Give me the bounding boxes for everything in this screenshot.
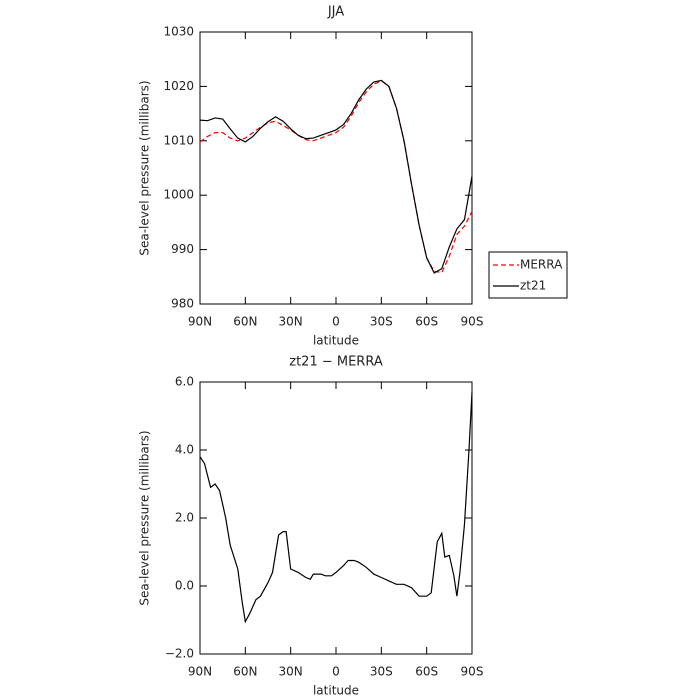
- legend-label: zt21: [520, 279, 546, 293]
- x-tick-label: 90N: [188, 315, 212, 329]
- y-tick-label: 1010: [163, 133, 194, 147]
- chart-title: JJA: [327, 5, 344, 20]
- legend-box: [488, 251, 568, 299]
- chart-title: zt21 − MERRA: [289, 355, 383, 370]
- data-line: [199, 392, 473, 624]
- y-tick-label: 2.0: [175, 511, 194, 525]
- x-tick-label: 0: [332, 665, 340, 679]
- x-tick-label: 60N: [233, 315, 257, 329]
- x-tick-label: 60S: [415, 665, 438, 679]
- x-tick-label: 30S: [370, 665, 393, 679]
- x-axis-label: latitude: [313, 334, 359, 348]
- x-tick-label: 0: [332, 315, 340, 329]
- y-tick-label: 980: [171, 297, 194, 311]
- y-tick-label: 0.0: [175, 579, 194, 593]
- x-tick-label: 60S: [415, 315, 438, 329]
- y-axis-label: Sea-level pressure (millibars): [138, 80, 152, 255]
- x-axis-label: latitude: [313, 684, 359, 698]
- y-tick-label: 1030: [163, 25, 194, 39]
- plot-frame: [199, 31, 473, 305]
- y-tick-label: 1020: [163, 79, 194, 93]
- y-tick-label: 990: [171, 242, 194, 256]
- x-tick-label: 90S: [461, 665, 484, 679]
- plot-frame: [199, 381, 473, 655]
- x-tick-label: 30S: [370, 315, 393, 329]
- y-tick-label: 1000: [163, 188, 194, 202]
- data-line: [199, 80, 473, 274]
- y-axis-label: Sea-level pressure (millibars): [138, 430, 152, 605]
- x-tick-label: 30N: [279, 315, 303, 329]
- y-tick-label: 6.0: [175, 375, 194, 389]
- y-tick-label: −2.0: [165, 647, 194, 661]
- data-line: [199, 79, 473, 274]
- y-tick-label: 4.0: [175, 443, 194, 457]
- x-tick-label: 90N: [188, 665, 212, 679]
- x-tick-label: 30N: [279, 665, 303, 679]
- x-tick-label: 60N: [233, 665, 257, 679]
- x-tick-label: 90S: [461, 315, 484, 329]
- legend-label: MERRA: [520, 258, 563, 272]
